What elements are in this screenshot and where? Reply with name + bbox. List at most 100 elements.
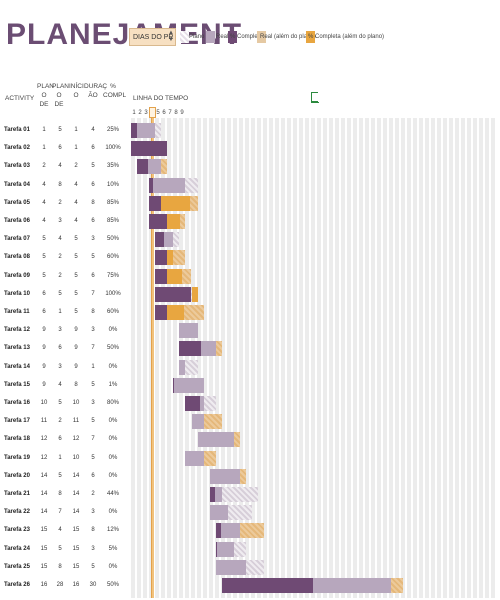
grid-column <box>269 118 273 598</box>
table-row[interactable]: Tarefa 02 1 6 1 6 100% <box>0 140 500 157</box>
table-row[interactable]: Tarefa 21 14 8 14 2 44% <box>0 486 500 503</box>
real-duration-cell: 6 <box>91 472 95 479</box>
real-beyond-plan-bar <box>203 414 222 430</box>
table-row[interactable]: Tarefa 01 1 5 1 4 25% <box>0 122 500 139</box>
legend-label-complete-beyond: % Completa (além do plano) <box>308 34 385 40</box>
real-duration-cell: 3 <box>91 545 95 552</box>
percent-complete-bar <box>131 123 138 138</box>
table-row[interactable]: Tarefa 11 6 1 5 8 60% <box>0 304 500 321</box>
task-name: Tarefa 04 <box>4 181 30 188</box>
percent-complete-cell: 5% <box>108 545 118 552</box>
task-name: Tarefa 22 <box>4 509 30 516</box>
grid-column <box>245 118 249 598</box>
real-bar <box>185 450 204 466</box>
table-row[interactable]: Tarefa 24 15 5 15 3 5% <box>0 541 500 558</box>
plan-duration-cell: 1 <box>58 309 62 315</box>
percent-complete-cell: 60% <box>106 309 119 315</box>
table-row[interactable]: Tarefa 10 6 5 5 7 100% <box>0 286 500 303</box>
plan-start-cell: 10 <box>40 400 48 406</box>
real-start-cell: 14 <box>72 509 80 516</box>
project-days-field[interactable]: DIAS DO PR ▲ ▼ <box>129 28 176 46</box>
table-row[interactable]: Tarefa 22 14 7 14 3 0% <box>0 504 500 521</box>
real-start-cell: 1 <box>74 127 78 133</box>
table-row[interactable]: Tarefa 07 5 4 5 3 50% <box>0 231 500 248</box>
column-header-plan-start: PLAN O DE <box>37 83 54 108</box>
percent-complete-cell: 50% <box>106 236 119 243</box>
table-row[interactable]: Tarefa 04 4 8 4 6 10% <box>0 177 500 194</box>
task-name: Tarefa 07 <box>4 236 30 243</box>
table-row[interactable]: Tarefa 20 14 5 14 6 0% <box>0 468 500 485</box>
task-name: Tarefa 11 <box>4 309 30 315</box>
percent-complete-cell: 100% <box>105 290 121 297</box>
percent-complete-cell: 0% <box>108 363 118 370</box>
grid-column <box>491 118 495 598</box>
task-name: Tarefa 24 <box>4 545 30 552</box>
table-row[interactable]: Tarefa 15 9 4 8 5 1% <box>0 377 500 394</box>
grid-column <box>215 118 219 598</box>
real-duration-cell: 2 <box>91 491 95 497</box>
timeline-label: LINHA DO TEMPO <box>133 95 189 102</box>
day-number: 3 <box>144 110 148 116</box>
grid-column <box>365 118 369 598</box>
table-row[interactable]: Tarefa 13 9 6 9 7 50% <box>0 340 500 357</box>
real-bar <box>197 432 234 448</box>
plan-duration-cell: 2 <box>58 199 62 206</box>
plan-start-cell: 9 <box>42 381 46 388</box>
real-duration-cell: 3 <box>91 509 95 516</box>
grid-column <box>395 118 399 598</box>
table-row[interactable]: Tarefa 06 4 3 4 6 85% <box>0 213 500 230</box>
plan-start-cell: 5 <box>42 254 46 261</box>
table-row[interactable]: Tarefa 08 5 2 5 5 60% <box>0 249 500 266</box>
plan-start-cell: 6 <box>42 290 46 297</box>
table-row[interactable]: Tarefa 18 12 6 12 7 0% <box>0 431 500 448</box>
day-number: 8 <box>174 110 178 116</box>
real-start-cell: 1 <box>74 145 78 152</box>
real-start-cell: 5 <box>74 290 78 297</box>
table-row[interactable]: Tarefa 05 4 2 4 8 85% <box>0 195 500 212</box>
table-row[interactable]: Tarefa 17 11 2 11 5 0% <box>0 413 500 430</box>
task-name: Tarefa 08 <box>4 254 30 261</box>
grid-column <box>473 118 477 598</box>
grid-column <box>431 118 435 598</box>
spinner-arrows-icon[interactable]: ▲ ▼ <box>168 30 174 43</box>
table-row[interactable]: Tarefa 26 16 28 16 30 50% <box>0 577 500 594</box>
real-start-cell: 5 <box>74 236 78 243</box>
legend-swatch-real-beyond <box>257 31 266 43</box>
table-row[interactable]: Tarefa 19 12 1 10 5 0% <box>0 450 500 467</box>
percent-complete-beyond-plan-bar <box>161 195 191 211</box>
table-row[interactable]: Tarefa 03 2 4 2 5 35% <box>0 158 500 175</box>
real-beyond-plan-bar <box>203 450 216 466</box>
plan-start-cell: 4 <box>42 199 46 206</box>
grid-column <box>155 118 159 598</box>
grid-column <box>371 118 375 598</box>
percent-complete-bar <box>149 177 153 193</box>
grid-column <box>161 118 165 598</box>
real-duration-cell: 8 <box>91 309 95 315</box>
table-row[interactable]: Tarefa 25 15 8 15 5 0% <box>0 559 500 576</box>
real-beyond-plan-bar <box>239 523 265 539</box>
grid-column <box>239 118 243 598</box>
table-row[interactable]: Tarefa 16 10 5 10 3 80% <box>0 395 500 412</box>
grid-column <box>341 118 345 598</box>
plan-duration-cell: 6 <box>58 145 62 152</box>
percent-complete-beyond-plan-bar <box>191 286 198 302</box>
real-bar <box>173 377 204 393</box>
grid-column <box>281 118 285 598</box>
plan-start-cell: 9 <box>42 345 46 352</box>
real-start-cell: 4 <box>74 199 78 206</box>
real-duration-cell: 5 <box>91 454 95 461</box>
table-row[interactable]: Tarefa 12 9 3 9 3 0% <box>0 322 500 339</box>
grid-column <box>413 118 417 598</box>
real-duration-cell: 8 <box>91 527 95 534</box>
plan-duration-cell: 2 <box>58 418 62 425</box>
percent-complete-beyond-plan-bar <box>167 305 185 320</box>
plan-start-cell: 11 <box>40 418 48 425</box>
percent-complete-bar <box>137 159 148 175</box>
table-row[interactable]: Tarefa 09 5 2 5 6 75% <box>0 268 500 285</box>
table-row[interactable]: Tarefa 14 9 3 9 1 0% <box>0 359 500 376</box>
plan-duration-cell: 6 <box>58 436 62 443</box>
percent-complete-bar <box>215 523 222 539</box>
table-row[interactable]: Tarefa 23 15 4 15 8 12% <box>0 522 500 539</box>
task-name: Tarefa 10 <box>4 290 30 297</box>
percent-complete-cell: 50% <box>106 582 119 588</box>
